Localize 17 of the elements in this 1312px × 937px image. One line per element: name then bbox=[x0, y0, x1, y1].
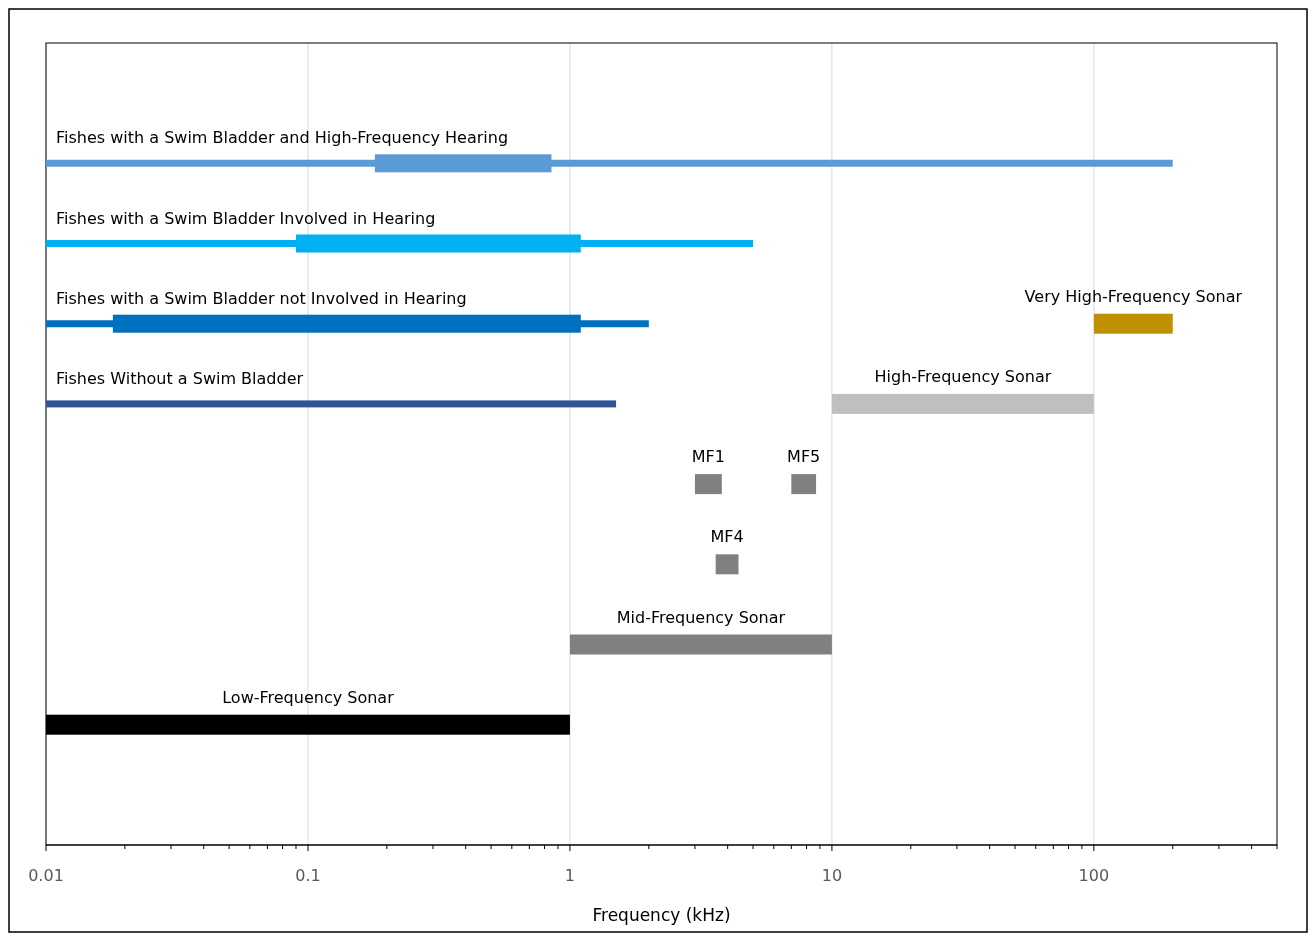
x-tick-label: 100 bbox=[1078, 866, 1110, 885]
series-label: Fishes with a Swim Bladder and High-Frequency Hearing bbox=[56, 128, 509, 148]
series-label: Fishes with a Swim Bladder Involved in Hearing bbox=[56, 208, 436, 228]
series-label: Mid-Frequency Sonar bbox=[616, 607, 786, 627]
series-label: Fishes with a Swim Bladder not Involved in Hearing bbox=[56, 288, 467, 308]
series-label: Low-Frequency Sonar bbox=[222, 687, 395, 707]
series-label: MF1 bbox=[691, 447, 725, 467]
x-tick-label: 1 bbox=[564, 866, 576, 885]
series-label: High-Frequency Sonar bbox=[874, 366, 1052, 386]
series-label: MF5 bbox=[787, 447, 821, 467]
series-label: MF4 bbox=[710, 527, 744, 547]
x-tick-label: 0.01 bbox=[28, 866, 64, 885]
series-label: Fishes Without a Swim Bladder bbox=[56, 368, 304, 388]
x-axis-title: Frequency (kHz) bbox=[592, 905, 731, 925]
x-tick-label: 10 bbox=[821, 866, 843, 885]
series-label: Very High-Frequency Sonar bbox=[1024, 286, 1243, 306]
x-tick-label: 0.1 bbox=[295, 866, 321, 885]
